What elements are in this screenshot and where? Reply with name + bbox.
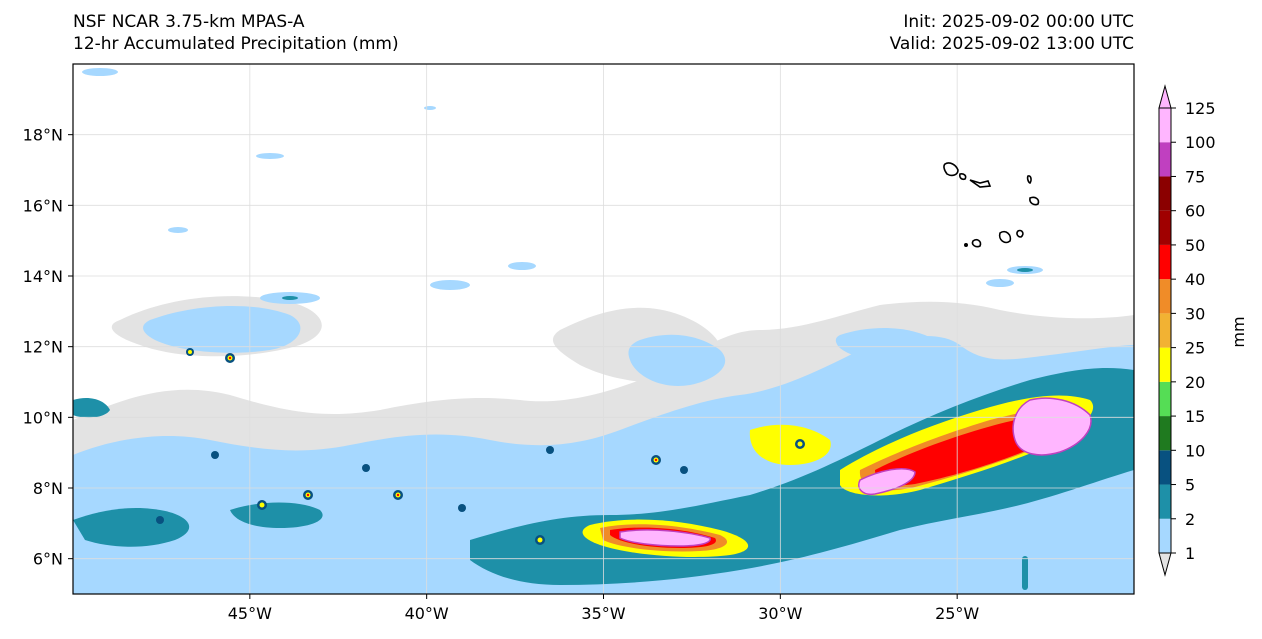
colorbar-segment — [1159, 313, 1171, 348]
convective-cells — [82, 68, 1043, 590]
map-panel — [73, 64, 1134, 594]
lat-tick-label: 10°N — [23, 408, 63, 427]
colorbar-segment — [1159, 484, 1171, 519]
colorbar-segment — [1159, 279, 1171, 314]
lat-tick-label: 8°N — [33, 479, 63, 498]
time-block: Init: 2025-09-02 00:00 UTC Valid: 2025-0… — [890, 11, 1134, 55]
valid-time: Valid: 2025-09-02 13:00 UTC — [889, 34, 1134, 54]
colorbar-tick-label: 2 — [1185, 510, 1195, 529]
colorbar-tick-label: 50 — [1185, 236, 1205, 255]
init-time: Init: 2025-09-02 00:00 UTC — [903, 12, 1134, 32]
colorbar-unit-label: mm — [1229, 316, 1248, 347]
lon-tick-label: 35°W — [581, 604, 625, 623]
lat-tick-label: 14°N — [23, 267, 63, 286]
colorbar-segment — [1159, 210, 1171, 245]
colorbar-segment — [1159, 347, 1171, 382]
colorbar-segment — [1159, 108, 1171, 143]
colorbar-tick-label: 60 — [1185, 202, 1205, 221]
colorbar-tick-label: 10 — [1185, 441, 1205, 460]
colorbar-segment — [1159, 518, 1171, 553]
colorbar-tick-label: 100 — [1185, 133, 1216, 152]
colorbar-segment — [1159, 176, 1171, 211]
lon-tick-label: 30°W — [758, 604, 802, 623]
lat-tick-label: 16°N — [23, 196, 63, 215]
colorbar-segment — [1159, 450, 1171, 485]
colorbar-segment — [1159, 381, 1171, 417]
colorbar-segment — [1159, 416, 1171, 451]
colorbar-tick-label: 1 — [1185, 544, 1195, 563]
latitude-axis: 6°N 8°N 10°N 12°N 14°N 16°N 18°N — [23, 126, 73, 569]
colorbar-segment — [1159, 244, 1171, 280]
colorbar-tick-label: 25 — [1185, 339, 1205, 358]
colorbar-tick-label: 5 — [1185, 476, 1195, 495]
title-block: NSF NCAR 3.75-km MPAS-A 12-hr Accumulate… — [73, 11, 399, 55]
lon-tick-label: 40°W — [405, 604, 449, 623]
colorbar-tick-label: 20 — [1185, 373, 1205, 392]
cabo-verde-islands — [943, 162, 1040, 248]
colorbar-tick-label: 30 — [1185, 304, 1205, 323]
colorbar-tick-label: 40 — [1185, 270, 1205, 289]
lon-tick-label: 45°W — [228, 604, 272, 623]
lat-tick-label: 12°N — [23, 338, 63, 357]
colorbar-extend-max — [1158, 84, 1172, 109]
lat-tick-label: 6°N — [33, 550, 63, 569]
lat-tick-label: 18°N — [23, 126, 63, 145]
field-title: 12-hr Accumulated Precipitation (mm) — [73, 34, 399, 54]
colorbar-tick-label: 125 — [1185, 99, 1216, 118]
colorbar-frame — [1158, 107, 1172, 554]
gridlines — [73, 64, 1134, 594]
lon-tick-label: 25°W — [935, 604, 979, 623]
model-title: NSF NCAR 3.75-km MPAS-A — [73, 12, 305, 32]
colorbar-tick-label: 75 — [1185, 167, 1205, 186]
colorbar-tick-label: 15 — [1185, 407, 1205, 426]
colorbar-segment — [1159, 142, 1171, 177]
colorbar-extend-min — [1158, 552, 1172, 577]
longitude-axis: 45°W 40°W 35°W 30°W 25°W — [228, 594, 979, 623]
